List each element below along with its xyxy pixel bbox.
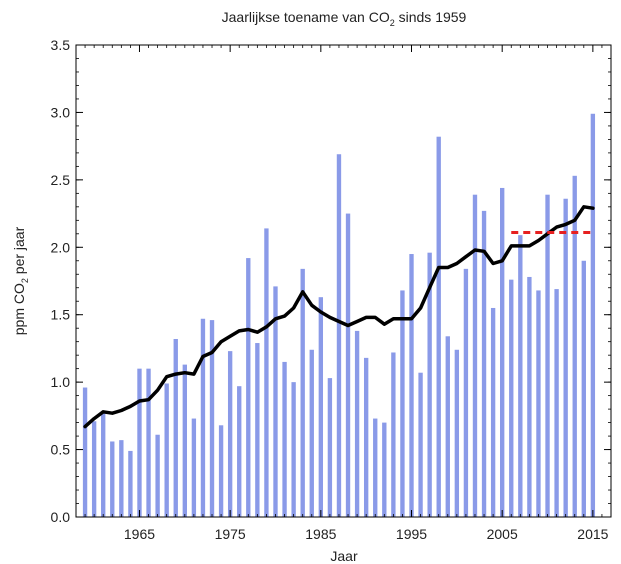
bar-1994	[400, 290, 405, 517]
bar-1970	[182, 364, 187, 517]
y-tick-label: 1.0	[51, 374, 71, 390]
bar-1971	[191, 418, 197, 517]
bar-1999	[445, 336, 450, 517]
x-axis-title: Jaar	[330, 548, 358, 564]
y-tick-label: 3.5	[51, 37, 71, 53]
x-tick-label: 1965	[124, 526, 155, 542]
bar-1968	[164, 383, 169, 517]
bar-1992	[382, 422, 387, 517]
y-tick-label: 0.5	[51, 442, 71, 458]
y-tick-label: 2.5	[51, 172, 71, 188]
bar-2003	[481, 210, 487, 518]
bar-1989	[354, 330, 360, 517]
bar-2012	[563, 198, 568, 518]
y-axis-title: ppm CO2 per jaar	[11, 226, 30, 335]
bar-1997	[427, 252, 432, 517]
bar-1996	[418, 372, 423, 517]
bar-1981	[282, 361, 287, 517]
x-axis: 1965 1975 1985 1995 2005 2015	[75, 45, 612, 542]
trend-line	[83, 205, 595, 429]
bar-2010	[545, 194, 550, 518]
bar-1964	[128, 450, 133, 517]
x-tick-label: 1995	[396, 526, 427, 542]
bar-1959	[82, 387, 88, 517]
trend-line-group	[83, 205, 595, 429]
bar-1975	[227, 351, 233, 517]
bar-1986	[327, 378, 333, 517]
bar-1985	[318, 297, 324, 517]
bar-1966	[146, 368, 151, 517]
y-tick-label: 2.0	[51, 239, 71, 255]
y-tick-label: 1.5	[51, 307, 71, 323]
y-tick-label: 3.0	[51, 104, 71, 120]
bar-1993	[391, 352, 396, 517]
bar-1995	[409, 254, 414, 517]
bar-1991	[373, 418, 378, 517]
x-tick-label: 2005	[487, 526, 518, 542]
bar-2004	[490, 307, 496, 517]
bar-1977	[246, 258, 251, 517]
bar-1983	[300, 268, 305, 517]
x-tick-label: 2015	[577, 526, 608, 542]
bar-1978	[255, 343, 260, 517]
bar-2015	[590, 113, 596, 517]
bar-1988	[345, 213, 351, 518]
chart-title: Jaarlijkse toename van CO2 sinds 1959	[222, 9, 467, 28]
bar-2006	[509, 279, 514, 517]
bar-1972	[200, 318, 206, 517]
bar-1998	[436, 136, 441, 517]
bar-1967	[155, 434, 160, 517]
bar-1987	[336, 154, 342, 517]
bar-1984	[309, 349, 314, 517]
bar-1963	[119, 440, 124, 517]
bar-1980	[273, 286, 278, 517]
bar-2011	[554, 289, 559, 517]
bar-1965	[137, 368, 142, 517]
x-tick-label: 1985	[305, 526, 336, 542]
bar-1962	[110, 441, 115, 517]
bar-1973	[209, 320, 215, 517]
bar-1976	[237, 386, 242, 517]
bar-1961	[101, 411, 106, 517]
x-tick-label: 1975	[215, 526, 246, 542]
bars-group	[82, 113, 596, 518]
bar-1979	[264, 228, 269, 518]
bar-2002	[472, 194, 478, 518]
y-axis: 0.0 0.5 1.0 1.5 2.0 2.5 3.0 3.5	[51, 37, 611, 525]
bar-1990	[363, 357, 369, 517]
bar-2007	[518, 235, 523, 518]
bar-2013	[572, 175, 577, 517]
bar-2005	[500, 187, 505, 517]
bar-1969	[173, 338, 178, 517]
bar-2000	[454, 349, 460, 517]
bar-1974	[218, 425, 224, 517]
bar-2001	[463, 268, 469, 517]
bar-2014	[581, 260, 586, 517]
bar-2008	[527, 276, 532, 517]
bar-1960	[91, 421, 97, 517]
bar-1982	[291, 382, 296, 517]
y-tick-label: 0.0	[51, 509, 71, 525]
plot-frame	[75, 44, 612, 518]
bar-2009	[536, 290, 541, 517]
